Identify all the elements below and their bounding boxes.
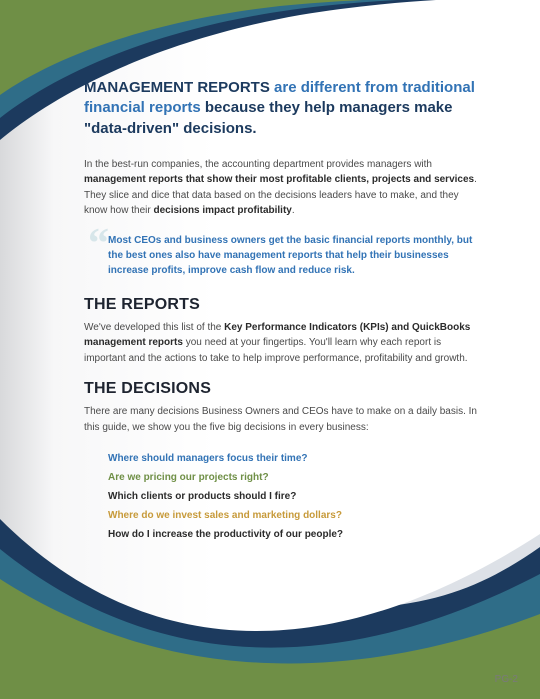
quote-text: Most CEOs and business owners get the ba… <box>108 233 484 278</box>
headline: MANAGEMENT REPORTS are different from tr… <box>84 78 484 139</box>
reports-pre: We've developed this list of the <box>84 322 224 333</box>
pull-quote: “ Most CEOs and business owners get the … <box>84 233 484 278</box>
decisions-heading: THE DECISIONS <box>84 380 484 398</box>
intro-post: . <box>292 205 295 216</box>
reports-paragraph: We've developed this list of the Key Per… <box>84 320 484 367</box>
content-column: MANAGEMENT REPORTS are different from tr… <box>84 78 484 544</box>
page: MANAGEMENT REPORTS are different from tr… <box>0 0 540 699</box>
intro-bold-2: decisions impact profitability <box>153 205 291 216</box>
intro-paragraph: In the best-run companies, the accountin… <box>84 157 484 219</box>
intro-pre: In the best-run companies, the accountin… <box>84 159 432 170</box>
decision-item: Where should managers focus their time? <box>108 449 484 468</box>
headline-strong: MANAGEMENT REPORTS <box>84 79 270 96</box>
decision-item: Where do we invest sales and marketing d… <box>108 506 484 525</box>
decisions-intro: There are many decisions Business Owners… <box>84 404 484 435</box>
decision-item: Which clients or products should I fire? <box>108 487 484 506</box>
quote-mark-icon: “ <box>88 223 109 265</box>
reports-heading: THE REPORTS <box>84 296 484 314</box>
decision-item: Are we pricing our projects right? <box>108 468 484 487</box>
decision-item: How do I increase the productivity of ou… <box>108 525 484 544</box>
page-number: PG-2 <box>495 674 518 685</box>
decisions-list: Where should managers focus their time? … <box>84 449 484 544</box>
intro-bold-1: management reports that show their most … <box>84 174 474 185</box>
